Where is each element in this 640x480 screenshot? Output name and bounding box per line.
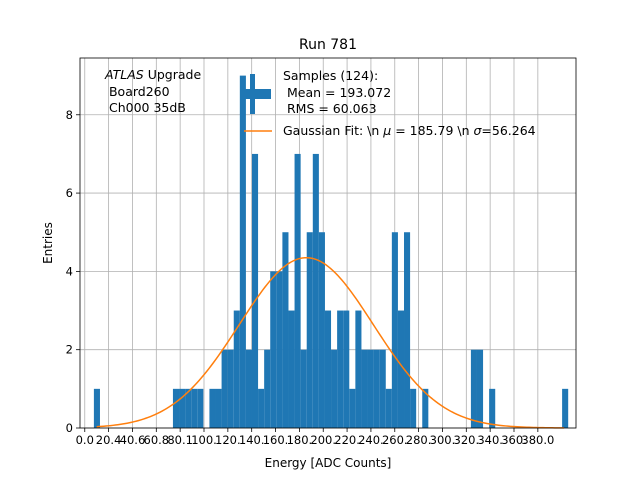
x-tick-label: 380.0 bbox=[521, 433, 554, 447]
histogram-bar bbox=[385, 388, 392, 428]
histogram-bar bbox=[251, 153, 259, 429]
y-axis-ticks: 0 2 4 6 8 bbox=[66, 108, 80, 435]
x-tick-label: 120. bbox=[215, 433, 241, 447]
histogram-bar bbox=[197, 388, 204, 428]
y-tick-label: 6 bbox=[66, 186, 73, 200]
histogram-bars bbox=[93, 75, 569, 429]
histogram-bar bbox=[239, 75, 246, 428]
histogram-bar bbox=[191, 388, 198, 428]
legend-fit-mu: = 185.79 \n bbox=[391, 123, 473, 138]
x-tick-label: 200. bbox=[310, 433, 336, 447]
x-tick-label: 20.4 bbox=[96, 433, 122, 447]
channel-label: Ch000 35dB bbox=[105, 100, 186, 115]
x-tick-label: 320. bbox=[454, 433, 480, 447]
x-tick-label: 160. bbox=[263, 433, 289, 447]
upgrade-label: Upgrade bbox=[144, 67, 202, 82]
legend-hist-swatch-bar bbox=[250, 74, 255, 114]
x-tick-label: 180. bbox=[287, 433, 313, 447]
y-tick-label: 4 bbox=[66, 264, 73, 278]
y-tick-label: 8 bbox=[66, 108, 73, 122]
y-tick-label: 0 bbox=[66, 421, 73, 435]
histogram-bar bbox=[294, 153, 301, 429]
legend-fit-label: Gaussian Fit: \n μ = 185.79 \n σ=56.264 bbox=[283, 123, 536, 138]
histogram-bar bbox=[288, 310, 295, 428]
histogram-bar bbox=[337, 310, 344, 428]
histogram-bar bbox=[270, 271, 277, 428]
legend-sigma-symbol: σ bbox=[473, 123, 482, 138]
histogram-bar bbox=[233, 310, 240, 428]
x-tick-label: 60.8 bbox=[144, 433, 170, 447]
x-tick-label: 300. bbox=[430, 433, 456, 447]
histogram-bar bbox=[306, 232, 313, 428]
legend-fit-sigma: =56.264 bbox=[481, 123, 535, 138]
histogram-bar bbox=[227, 349, 234, 428]
x-tick-label: 220. bbox=[334, 433, 360, 447]
x-tick-label: 80.1 bbox=[167, 433, 193, 447]
histogram-bar bbox=[355, 310, 362, 428]
histogram-bar bbox=[379, 349, 386, 428]
y-axis-label: Entries bbox=[41, 222, 55, 264]
x-tick-label: 140. bbox=[239, 433, 265, 447]
histogram-bar bbox=[276, 271, 283, 428]
histogram-bar bbox=[404, 232, 411, 428]
histogram-bar bbox=[264, 349, 271, 428]
x-axis-label: Energy [ADC Counts] bbox=[265, 456, 392, 470]
x-tick-label: 280. bbox=[406, 433, 432, 447]
histogram-bar bbox=[258, 388, 265, 428]
legend-hist-line-3: RMS = 60.063 bbox=[283, 101, 377, 116]
histogram-bar bbox=[422, 388, 429, 428]
histogram-bar bbox=[209, 388, 216, 428]
histogram-bar bbox=[489, 388, 496, 428]
x-tick-label: 40.6 bbox=[120, 433, 146, 447]
histogram-bar bbox=[349, 388, 356, 428]
legend-hist-line-1: Samples (124): bbox=[283, 68, 378, 83]
x-tick-label: 100. bbox=[191, 433, 217, 447]
histogram-bar bbox=[312, 153, 319, 429]
histogram-bar bbox=[367, 349, 374, 428]
board-label: Board260 bbox=[105, 84, 170, 99]
histogram-bar bbox=[562, 388, 569, 428]
histogram-bar bbox=[318, 232, 325, 428]
histogram-bar bbox=[172, 388, 180, 428]
histogram-bar bbox=[245, 349, 252, 428]
histogram-bar bbox=[93, 388, 100, 428]
histogram-bar bbox=[470, 349, 477, 428]
histogram-bar bbox=[282, 232, 289, 428]
gaussian-fit-curve bbox=[96, 256, 565, 429]
histogram-bar bbox=[476, 349, 484, 428]
histogram-bar bbox=[331, 349, 338, 428]
histogram-bar bbox=[215, 388, 222, 428]
histogram-bar bbox=[185, 388, 192, 428]
histogram-bar bbox=[361, 349, 368, 428]
histogram-bar bbox=[221, 349, 228, 428]
histogram-bar bbox=[373, 349, 380, 428]
histogram-bar bbox=[410, 388, 417, 428]
histogram-bar bbox=[397, 310, 405, 428]
legend-mu-symbol: μ bbox=[382, 123, 391, 138]
x-axis-ticks: 0.0 20.440.660.880.1100.120.140.160.180.2… bbox=[76, 428, 554, 447]
legend: Samples (124): Mean = 193.072 RMS = 60.0… bbox=[244, 68, 536, 138]
legend-hist-line-2: Mean = 193.072 bbox=[283, 85, 391, 100]
histogram-bar bbox=[391, 232, 398, 428]
histogram-bar bbox=[300, 349, 307, 428]
histogram-bar bbox=[324, 310, 332, 428]
histogram-bar bbox=[343, 310, 350, 428]
x-tick-label: 240. bbox=[358, 433, 384, 447]
svg-text:ATLAS Upgrade: ATLAS Upgrade bbox=[104, 67, 201, 82]
x-tick-label: 360. bbox=[501, 433, 527, 447]
legend-hist-swatch bbox=[244, 89, 271, 99]
atlas-annotation: ATLAS Upgrade Board260 Ch000 35dB bbox=[104, 67, 201, 115]
histogram-bar bbox=[179, 388, 186, 428]
chart-title: Run 781 bbox=[299, 37, 357, 53]
legend-fit-prefix: Gaussian Fit: \n bbox=[283, 123, 383, 138]
x-tick-label: 340. bbox=[477, 433, 503, 447]
atlas-label: ATLAS bbox=[104, 67, 144, 82]
plot-frame bbox=[79, 57, 577, 429]
x-tick-label: 260. bbox=[382, 433, 408, 447]
y-tick-label: 2 bbox=[66, 343, 73, 357]
x-tick-label: 0.0 bbox=[76, 433, 94, 447]
